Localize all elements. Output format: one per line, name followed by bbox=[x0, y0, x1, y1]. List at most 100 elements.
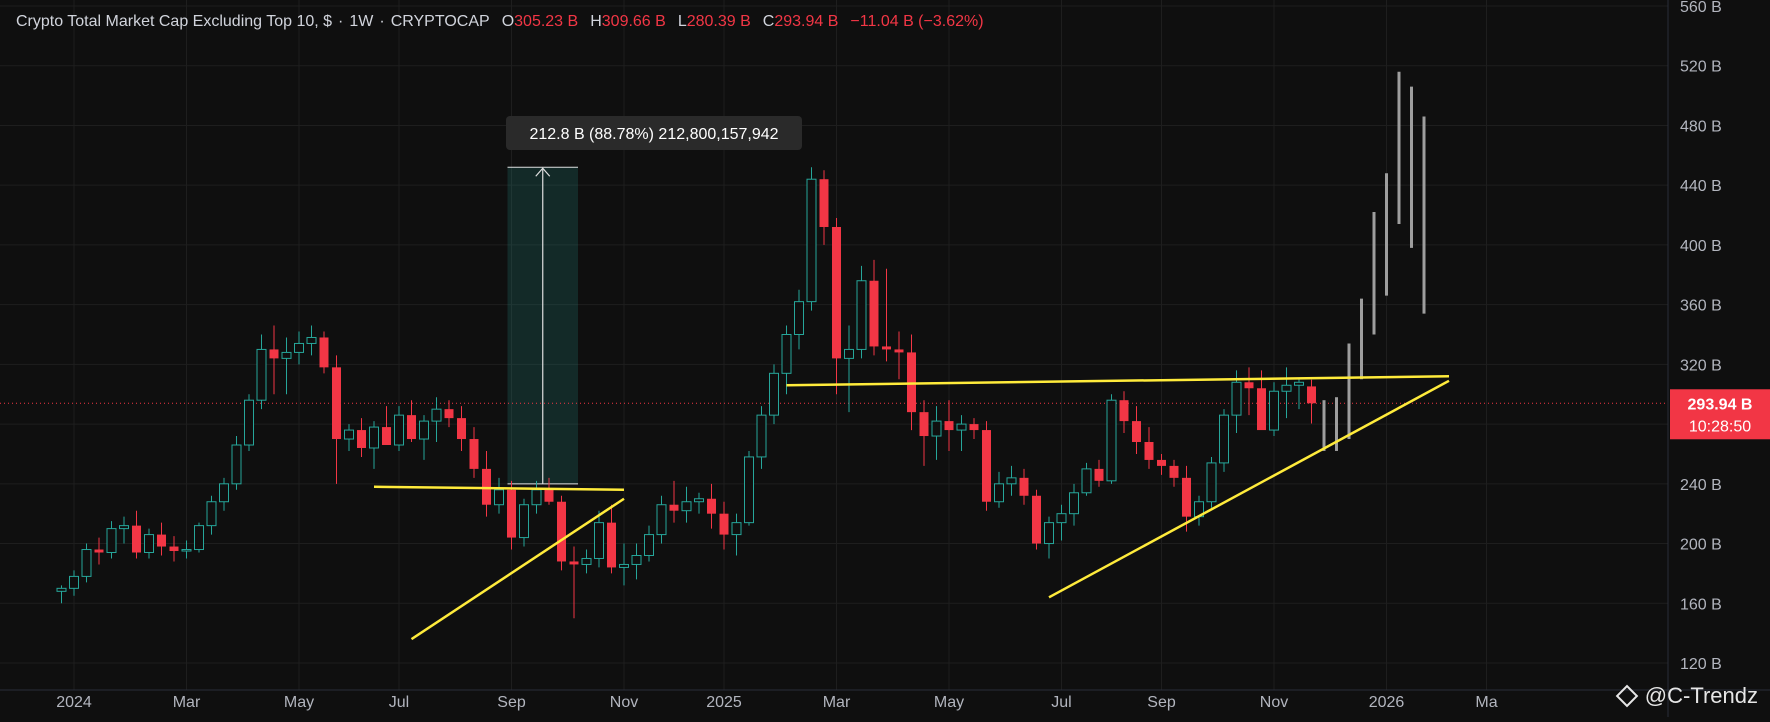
candle[interactable] bbox=[581, 549, 592, 574]
candle[interactable] bbox=[181, 540, 192, 559]
candle[interactable] bbox=[256, 334, 267, 410]
candle[interactable] bbox=[1281, 367, 1292, 419]
candle[interactable] bbox=[956, 415, 967, 451]
candle[interactable] bbox=[1019, 468, 1029, 505]
candle[interactable] bbox=[407, 400, 416, 443]
candle[interactable] bbox=[731, 513, 742, 556]
candle[interactable] bbox=[369, 421, 379, 469]
candle[interactable] bbox=[357, 418, 366, 457]
candle[interactable] bbox=[482, 450, 491, 517]
candle[interactable] bbox=[1006, 465, 1017, 496]
candle[interactable] bbox=[1119, 391, 1129, 434]
candle[interactable] bbox=[969, 418, 979, 440]
candle[interactable] bbox=[619, 543, 629, 586]
candle[interactable] bbox=[856, 265, 867, 359]
trendline[interactable] bbox=[373, 485, 625, 492]
candle[interactable] bbox=[594, 510, 604, 568]
candle[interactable] bbox=[994, 471, 1004, 508]
candle[interactable] bbox=[132, 510, 141, 559]
trendline[interactable] bbox=[786, 375, 1450, 387]
candle[interactable] bbox=[656, 495, 667, 544]
candle[interactable] bbox=[1294, 379, 1304, 410]
candle[interactable] bbox=[744, 450, 754, 526]
candle[interactable] bbox=[669, 480, 679, 523]
candle[interactable] bbox=[431, 397, 442, 443]
candle[interactable] bbox=[1144, 427, 1154, 469]
candle[interactable] bbox=[681, 486, 692, 523]
candle[interactable] bbox=[119, 516, 129, 544]
candle[interactable] bbox=[769, 364, 779, 425]
candle[interactable] bbox=[157, 522, 166, 556]
candle[interactable] bbox=[382, 406, 391, 445]
candle[interactable] bbox=[1244, 367, 1254, 416]
candle[interactable] bbox=[1269, 382, 1279, 437]
candle[interactable] bbox=[419, 415, 429, 460]
candle[interactable] bbox=[1032, 489, 1041, 550]
candle[interactable] bbox=[931, 406, 942, 460]
candle[interactable] bbox=[494, 477, 504, 514]
candle[interactable] bbox=[1182, 465, 1191, 532]
candle[interactable] bbox=[507, 480, 516, 550]
trendline[interactable] bbox=[1048, 379, 1450, 599]
candle[interactable] bbox=[394, 406, 404, 451]
candle[interactable] bbox=[169, 536, 179, 562]
candle[interactable] bbox=[69, 570, 79, 596]
candle[interactable] bbox=[1069, 483, 1079, 526]
candle[interactable] bbox=[1231, 370, 1242, 434]
candle[interactable] bbox=[919, 400, 929, 466]
candle[interactable] bbox=[944, 400, 954, 451]
candle[interactable] bbox=[1219, 409, 1229, 472]
candle[interactable] bbox=[469, 427, 479, 478]
candle[interactable] bbox=[1044, 516, 1054, 559]
candle[interactable] bbox=[1094, 459, 1104, 487]
candle[interactable] bbox=[319, 331, 329, 374]
candle[interactable] bbox=[719, 501, 729, 550]
candle[interactable] bbox=[756, 406, 767, 469]
candle[interactable] bbox=[907, 334, 916, 431]
candle[interactable] bbox=[519, 498, 529, 547]
candle[interactable] bbox=[1307, 379, 1316, 424]
candle[interactable] bbox=[882, 268, 891, 362]
candle[interactable] bbox=[1132, 406, 1141, 454]
candle[interactable] bbox=[294, 331, 304, 365]
candle[interactable] bbox=[1169, 459, 1179, 487]
candle[interactable] bbox=[231, 436, 242, 490]
candle[interactable] bbox=[269, 325, 279, 395]
candle[interactable] bbox=[1157, 453, 1166, 475]
trendline[interactable] bbox=[410, 497, 625, 641]
candle[interactable] bbox=[56, 585, 67, 604]
candle[interactable] bbox=[219, 477, 229, 511]
candle[interactable] bbox=[206, 495, 217, 535]
candle[interactable] bbox=[444, 400, 454, 428]
candle[interactable] bbox=[832, 218, 841, 395]
candle[interactable] bbox=[982, 421, 991, 511]
candle[interactable] bbox=[144, 528, 154, 559]
candle[interactable] bbox=[81, 543, 92, 583]
candle[interactable] bbox=[544, 477, 554, 505]
candle[interactable] bbox=[244, 394, 254, 451]
candle[interactable] bbox=[1106, 394, 1117, 484]
candle[interactable] bbox=[306, 325, 317, 356]
interval-label[interactable]: 1W bbox=[349, 13, 374, 30]
candle[interactable] bbox=[794, 289, 804, 350]
candle[interactable] bbox=[644, 525, 654, 562]
candle[interactable] bbox=[707, 483, 716, 529]
candle[interactable] bbox=[457, 406, 466, 451]
candle[interactable] bbox=[94, 537, 104, 565]
candle[interactable] bbox=[1206, 456, 1217, 508]
candle[interactable] bbox=[806, 167, 817, 311]
candle[interactable] bbox=[194, 522, 204, 553]
candle[interactable] bbox=[819, 170, 829, 245]
candle[interactable] bbox=[894, 331, 904, 380]
candle[interactable] bbox=[869, 259, 879, 356]
candle[interactable] bbox=[569, 546, 579, 619]
candle[interactable] bbox=[694, 492, 704, 514]
candle[interactable] bbox=[557, 495, 566, 571]
candle[interactable] bbox=[607, 504, 616, 574]
candle[interactable] bbox=[281, 337, 292, 395]
candle[interactable] bbox=[1081, 462, 1092, 496]
candle[interactable] bbox=[344, 424, 354, 451]
candle[interactable] bbox=[332, 355, 341, 484]
